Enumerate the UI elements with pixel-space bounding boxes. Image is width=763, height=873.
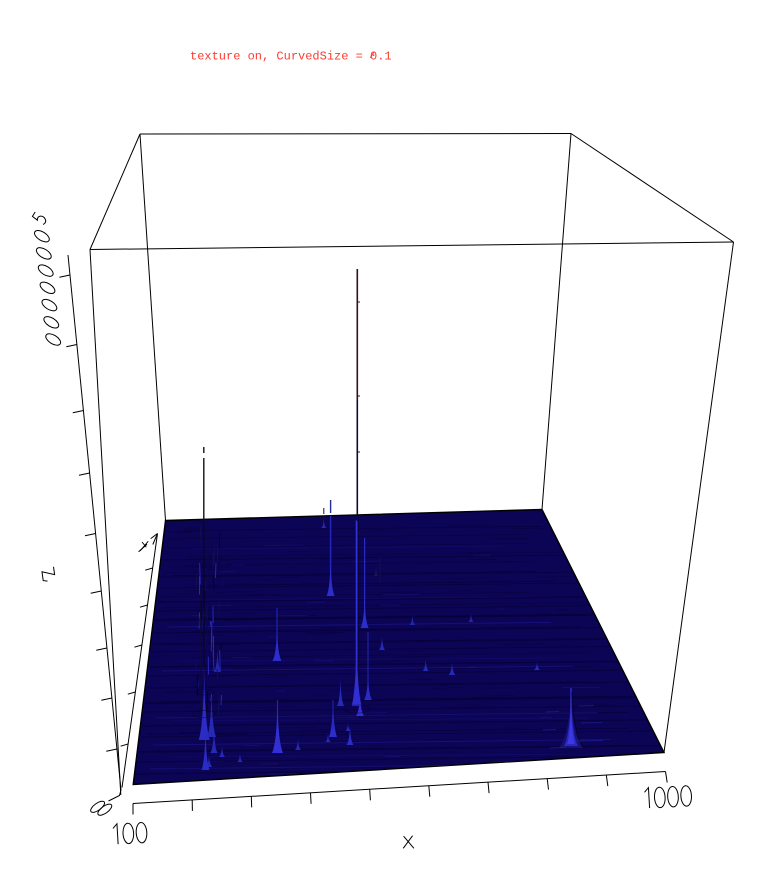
- svg-text:texture on, CurvedSize = 0.1: texture on, CurvedSize = 0.1: [190, 50, 392, 64]
